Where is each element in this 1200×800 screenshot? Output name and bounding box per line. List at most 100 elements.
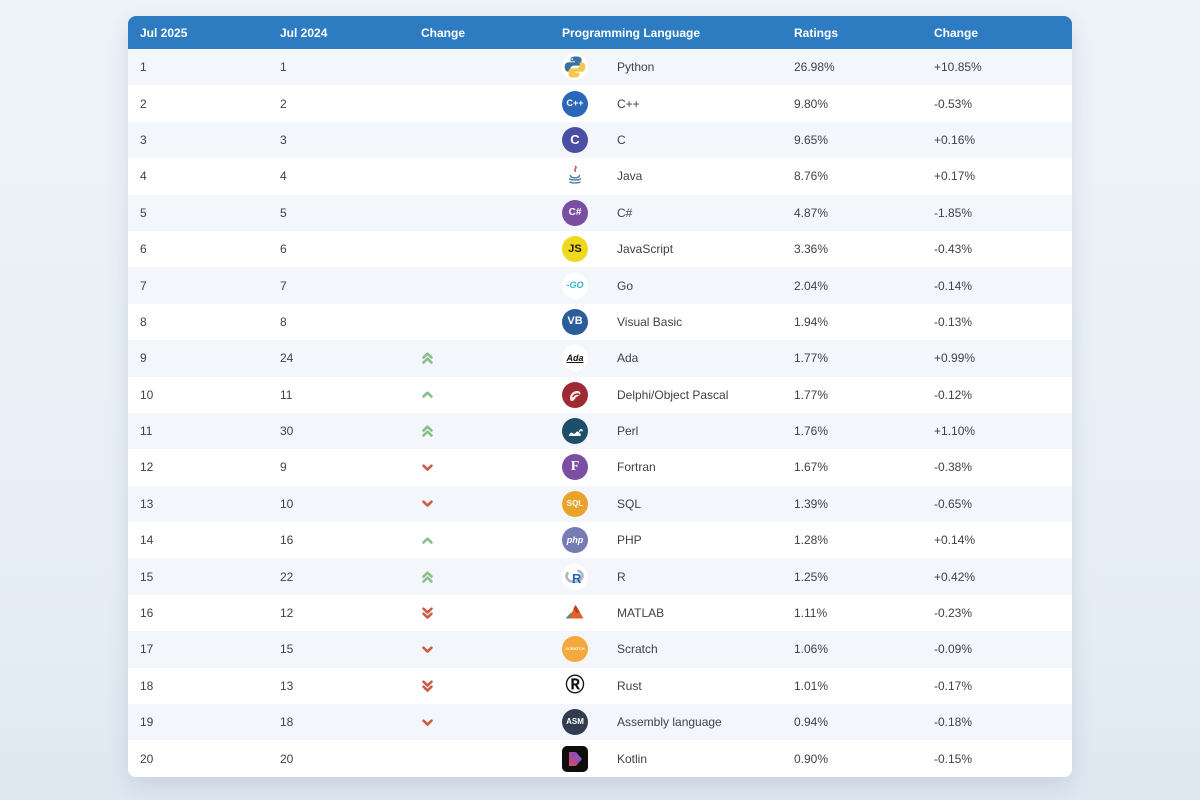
rating-cell: 8.76%	[794, 169, 829, 184]
table-row: 16 12 MATLAB 1.11% -0.23%	[128, 594, 1072, 632]
rust-icon: Ⓡ	[562, 672, 588, 699]
rank-2024-cell: 6	[280, 242, 287, 257]
table-row: 11 30 Perl 1.76% +1.10%	[128, 412, 1072, 450]
rank-2025-cell: 12	[140, 460, 154, 475]
rank-down-icon	[422, 646, 433, 653]
rank-up-double-icon	[422, 352, 433, 365]
table-row: 5 5 C# C# 4.87% -1.85%	[128, 194, 1072, 231]
rating-change-cell: -0.15%	[934, 751, 973, 766]
rank-down-icon	[422, 719, 433, 726]
language-name: Visual Basic	[617, 314, 683, 329]
rank-2024-cell: 22	[280, 569, 294, 584]
language-name: Delphi/Object Pascal	[617, 387, 729, 402]
header-ratings: Ratings	[794, 25, 839, 40]
rating-cell: 1.01%	[794, 678, 829, 693]
language-name: Python	[617, 60, 655, 75]
position-change-cell	[409, 424, 550, 438]
language-name: JavaScript	[617, 242, 674, 257]
rating-cell: 1.28%	[794, 533, 829, 548]
rating-cell: 9.80%	[794, 96, 829, 111]
table-row: 10 11 Delphi/Object Pascal 1.77% -0.12%	[128, 376, 1072, 413]
rank-2024-cell: 3	[280, 132, 287, 147]
rating-change-cell: -0.18%	[934, 715, 973, 730]
language-cell: VB Visual Basic	[550, 308, 782, 335]
rating-cell: 1.06%	[794, 642, 829, 657]
table-row: 9 24 Ada Ada 1.77% +0.99%	[128, 340, 1072, 377]
rank-2024-cell: 4	[280, 169, 287, 184]
language-cell: ASM Assembly language	[550, 709, 782, 736]
rank-2025-cell: 14	[140, 533, 154, 548]
rank-2025-cell: 3	[140, 132, 147, 147]
rank-down-double-icon	[422, 680, 433, 692]
position-change-cell	[409, 717, 550, 728]
rating-change-cell: +0.99%	[934, 351, 976, 366]
rank-2024-cell: 15	[280, 642, 294, 657]
rank-2024-cell: 18	[280, 715, 294, 730]
rating-cell: 1.67%	[794, 460, 829, 475]
ada-icon: Ada	[562, 345, 588, 372]
language-cell: Kotlin	[550, 745, 782, 772]
r-icon: R	[562, 563, 588, 590]
position-change-cell	[409, 498, 550, 509]
rank-2025-cell: 16	[140, 606, 154, 621]
rank-down-icon	[422, 464, 433, 471]
rank-2024-cell: 2	[280, 96, 287, 111]
table-row: 7 7 -GO Go 2.04% -0.14%	[128, 267, 1072, 304]
visual-basic-icon: VB	[562, 308, 588, 335]
delphi-object-pascal-icon	[562, 381, 588, 408]
language-name: PHP	[617, 533, 642, 548]
rank-2024-cell: 5	[280, 205, 287, 220]
rating-change-cell: -0.23%	[934, 606, 973, 621]
language-name: Kotlin	[617, 751, 648, 766]
header-programming-language: Programming Language	[562, 25, 701, 40]
table-row: 4 4 Java 8.76% +0.17%	[128, 158, 1072, 195]
language-cell: C C	[550, 126, 782, 153]
java-icon	[562, 163, 588, 190]
rank-2024-cell: 8	[280, 314, 287, 329]
table-row: 3 3 C C 9.65% +0.16%	[128, 121, 1072, 159]
language-cell: F Fortran	[550, 454, 782, 481]
language-name: C++	[617, 96, 640, 111]
rank-up-icon	[422, 391, 433, 399]
rating-cell: 0.94%	[794, 715, 829, 730]
php-icon: php	[562, 527, 588, 554]
assembly-language-icon: ASM	[562, 709, 588, 736]
header-jul-2025: Jul 2025	[140, 25, 188, 40]
language-cell: SCRATCH Scratch	[550, 636, 782, 663]
rank-2024-cell: 16	[280, 533, 294, 548]
rank-2025-cell: 6	[140, 242, 147, 257]
language-cell: C++ C++	[550, 90, 782, 117]
table-row: 6 6 JS JavaScript 3.36% -0.43%	[128, 230, 1072, 268]
table-row: 8 8 VB Visual Basic 1.94% -0.13%	[128, 303, 1072, 341]
language-name: C	[617, 132, 626, 147]
language-name: SQL	[617, 496, 642, 511]
rating-change-cell: -0.14%	[934, 278, 973, 293]
position-change-cell	[409, 535, 550, 546]
position-change-cell	[409, 606, 550, 620]
table-row: 12 9 F Fortran 1.67% -0.38%	[128, 449, 1072, 486]
rank-2024-cell: 12	[280, 606, 294, 621]
language-cell: Python	[550, 54, 782, 81]
rank-2025-cell: 11	[140, 424, 153, 439]
language-name: Rust	[617, 678, 642, 693]
rating-change-cell: -0.17%	[934, 678, 973, 693]
perl-icon	[562, 418, 588, 445]
go-icon: -GO	[562, 272, 588, 299]
position-change-cell	[409, 679, 550, 693]
rating-cell: 1.76%	[794, 424, 829, 439]
language-cell: php PHP	[550, 527, 782, 554]
language-cell: C# C#	[550, 199, 782, 226]
language-name: C#	[617, 205, 633, 220]
scratch-icon: SCRATCH	[562, 636, 588, 663]
rating-change-cell: +0.16%	[934, 132, 976, 147]
rating-cell: 0.90%	[794, 751, 829, 766]
rating-change-cell: -0.43%	[934, 242, 973, 257]
rank-up-double-icon	[422, 425, 433, 437]
language-cell: Ⓡ Rust	[550, 672, 782, 699]
rank-2024-cell: 30	[280, 424, 294, 439]
rating-cell: 1.77%	[794, 387, 829, 402]
rank-2025-cell: 9	[140, 351, 147, 366]
rank-2025-cell: 4	[140, 169, 147, 184]
c-icon: C	[562, 126, 588, 153]
position-change-cell	[409, 462, 550, 473]
